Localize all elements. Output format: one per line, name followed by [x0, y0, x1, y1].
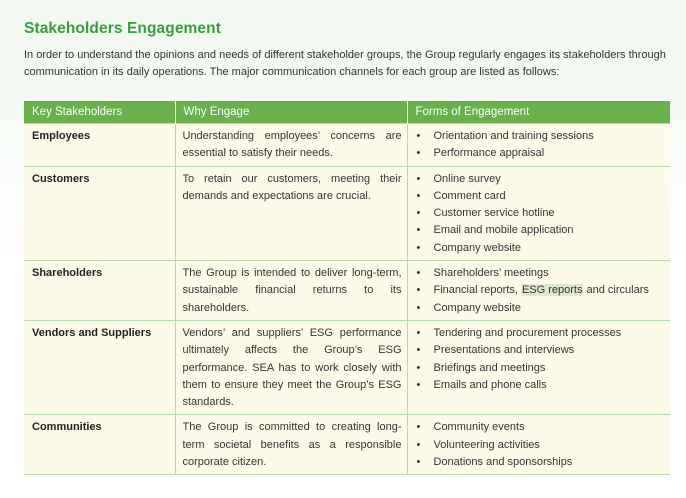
forms-list: Community events Volunteering activities…: [415, 419, 666, 471]
forms-cell: Community events Volunteering activities…: [406, 414, 670, 476]
forms-cell: Orientation and training sessions Perfor…: [406, 123, 670, 167]
stakeholder-cell: Customers: [24, 165, 175, 261]
forms-cell: Online survey Comment card Customer serv…: [406, 165, 670, 261]
list-item: Company website: [415, 300, 666, 318]
forms-list: Shareholders’ meetings Financial reports…: [415, 265, 666, 317]
list-item: Presentations and interviews: [415, 342, 666, 360]
header-why-engage: Why Engage: [174, 101, 407, 124]
header-forms-of-engagement: Forms of Engagement: [406, 101, 670, 124]
list-item: Donations and sponsorships: [415, 454, 666, 472]
stakeholder-table: Key Stakeholders Why Engage Forms of Eng…: [24, 101, 670, 476]
list-item: Financial reports, ESG reports and circu…: [415, 282, 666, 300]
stakeholder-cell: Employees: [24, 123, 175, 167]
list-item: Customer service hotline: [415, 205, 666, 223]
forms-cell: Tendering and procurement processes Pres…: [406, 319, 670, 415]
list-item: Company website: [415, 240, 666, 258]
forms-list: Tendering and procurement processes Pres…: [415, 325, 666, 394]
header-key-stakeholders: Key Stakeholders: [24, 101, 175, 124]
highlighted-link-esg-reports[interactable]: ESG reports: [520, 284, 584, 297]
list-item: Tendering and procurement processes: [415, 325, 666, 343]
list-item: Volunteering activities: [415, 437, 666, 455]
why-engage-cell: The Group is intended to deliver long-te…: [174, 260, 407, 321]
why-engage-cell: Understanding employees’ concerns are es…: [174, 123, 407, 167]
table-row: Employees Understanding employees’ conce…: [24, 123, 670, 167]
list-item: Email and mobile application: [415, 222, 666, 240]
table-header-row: Key Stakeholders Why Engage Forms of Eng…: [24, 101, 670, 124]
section-title: Stakeholders Engagement: [24, 20, 221, 37]
list-item: Community events: [415, 419, 666, 437]
stakeholder-cell: Vendors and Suppliers: [24, 319, 175, 415]
list-item: Orientation and training sessions: [415, 128, 666, 146]
list-item: Shareholders’ meetings: [415, 265, 666, 283]
list-item: Briefings and meetings: [415, 360, 666, 378]
why-engage-cell: To retain our customers, meeting their d…: [174, 165, 407, 261]
list-item-text: Financial reports,: [433, 284, 521, 297]
stakeholder-cell: Communities: [24, 414, 175, 476]
table-row: Vendors and Suppliers Vendors’ and suppl…: [24, 319, 670, 415]
forms-list: Orientation and training sessions Perfor…: [415, 128, 666, 163]
table-row: Communities The Group is committed to cr…: [24, 414, 670, 476]
list-item: Comment card: [415, 188, 666, 206]
document-page: Stakeholders Engagement In order to unde…: [24, 0, 670, 476]
forms-cell: Shareholders’ meetings Financial reports…: [406, 260, 670, 321]
list-item: Emails and phone calls: [415, 377, 666, 395]
list-item: Performance appraisal: [415, 145, 666, 163]
forms-list: Online survey Comment card Customer serv…: [415, 171, 666, 258]
why-engage-cell: The Group is committed to creating long-…: [174, 414, 407, 476]
stakeholder-cell: Shareholders: [24, 260, 175, 321]
why-engage-cell: Vendors’ and suppliers’ ESG performance …: [174, 319, 407, 415]
intro-paragraph: In order to understand the opinions and …: [24, 49, 666, 78]
table-row: Shareholders The Group is intended to de…: [24, 260, 670, 321]
list-item: Online survey: [415, 171, 666, 189]
table-row: Customers To retain our customers, meeti…: [24, 165, 670, 261]
list-item-text-suffix: and circulars: [583, 284, 649, 297]
